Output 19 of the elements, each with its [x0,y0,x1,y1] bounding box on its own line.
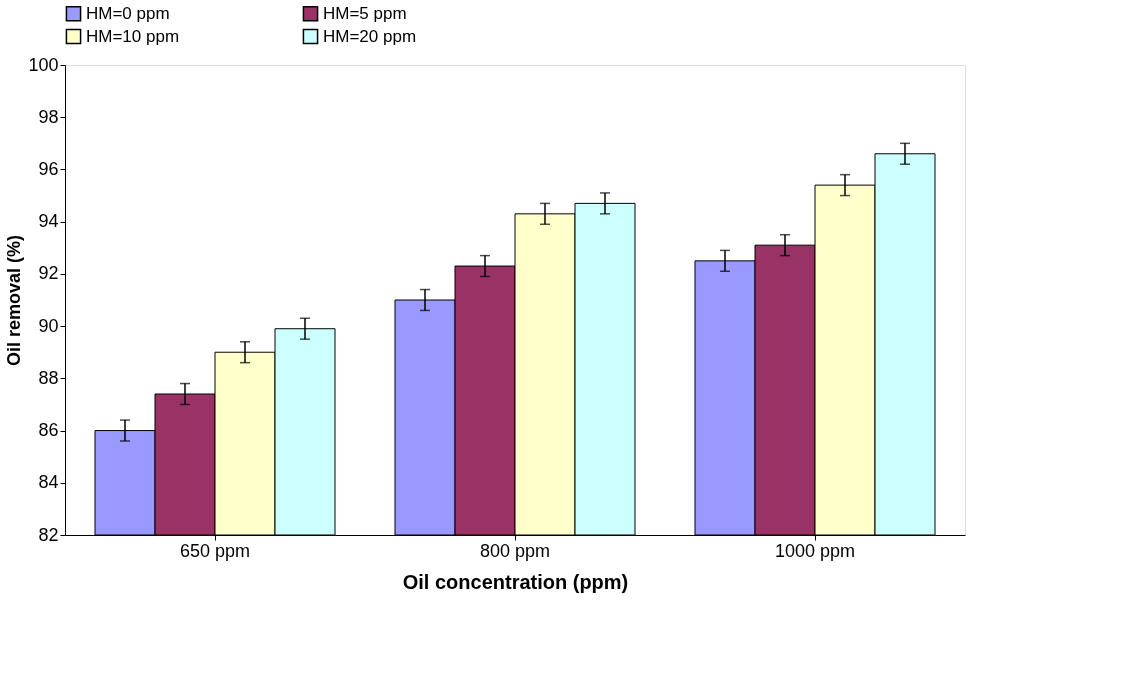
y-tick-label: 82 [38,524,59,545]
y-tick-label: 84 [38,472,59,493]
y-tick-label: 92 [38,263,59,284]
x-tick-label: 800 ppm [479,540,551,561]
legend-label: HM=0 ppm [86,3,170,23]
y-tick-label: 94 [38,211,59,232]
y-tick-label: 90 [38,315,59,336]
y-tick-label: 88 [38,367,59,388]
legend-label: HM=5 ppm [323,3,407,23]
legend-label: HM=20 ppm [323,26,417,46]
y-tick-label: 86 [38,420,59,441]
y-tick-label: 96 [38,158,59,179]
y-tick-label: 100 [28,54,59,75]
x-tick-label: 1000 ppm [774,540,856,561]
y-axis-title: Oil removal (%) [4,234,25,367]
y-tick-label: 98 [38,106,59,127]
x-axis-title: Oil concentration (ppm) [402,570,629,593]
legend-label: HM=10 ppm [86,26,180,46]
x-tick-label: 650 ppm [179,540,251,561]
